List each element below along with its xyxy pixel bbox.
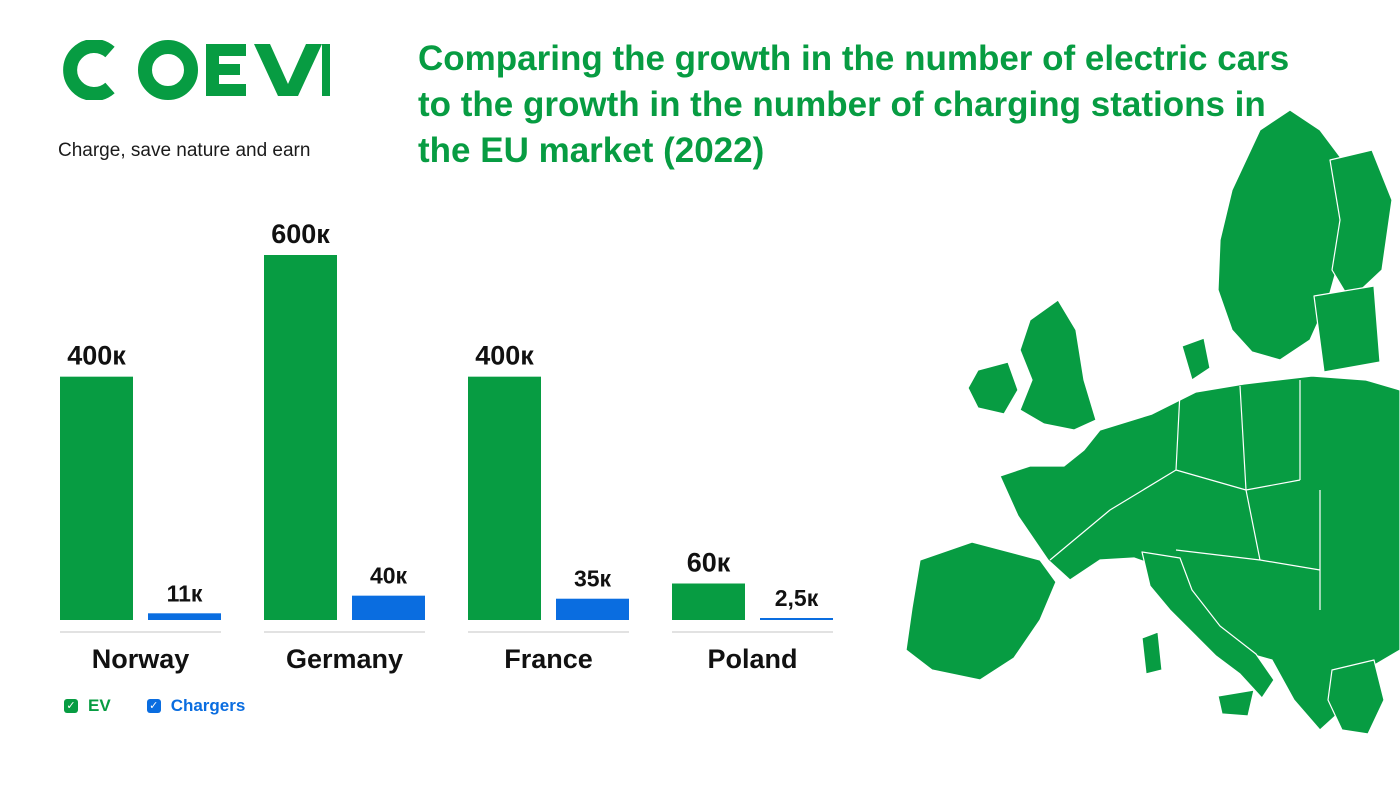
europe-map-icon	[905, 109, 1400, 735]
chart-legend: ✓ EV ✓ Chargers	[64, 696, 245, 716]
data-label-chargers-norway: 11к	[167, 580, 203, 606]
legend-item-chargers[interactable]: ✓ Chargers	[146, 696, 246, 716]
data-label-chargers-germany: 40к	[370, 563, 408, 589]
bar-chargers-germany[interactable]	[352, 595, 425, 620]
category-label-norway: Norway	[92, 644, 190, 674]
bar-ev-norway[interactable]	[60, 376, 133, 620]
brand-tagline: Charge, save nature and earn	[58, 140, 311, 161]
data-label-ev-norway: 400к	[67, 341, 126, 371]
bar-ev-germany[interactable]	[264, 255, 337, 620]
legend-label-chargers: Chargers	[170, 696, 246, 715]
bar-ev-poland[interactable]	[672, 583, 745, 621]
brand-logo: Charge, save nature and earn	[58, 40, 338, 170]
data-label-chargers-france: 35к	[574, 566, 612, 592]
legend-item-ev[interactable]: ✓ EV	[64, 696, 111, 716]
bar-ev-france[interactable]	[468, 376, 541, 620]
legend-label-ev: EV	[88, 696, 111, 715]
data-label-ev-germany: 600к	[271, 219, 330, 249]
data-label-ev-poland: 60к	[687, 548, 731, 578]
chart-title: Comparing the growth in the number of el…	[418, 39, 1290, 170]
category-label-poland: Poland	[707, 644, 797, 674]
category-label-germany: Germany	[286, 644, 403, 674]
data-label-ev-france: 400к	[475, 341, 534, 371]
checkbox-checked-icon[interactable]: ✓	[64, 699, 78, 713]
bar-chargers-france[interactable]	[556, 598, 629, 620]
coev-logo-mark	[63, 40, 330, 100]
data-label-chargers-poland: 2,5к	[775, 585, 819, 611]
bar-chargers-norway[interactable]	[148, 613, 221, 620]
checkbox-checked-icon[interactable]: ✓	[146, 699, 161, 713]
bar-chart: 400к 11к Norway 600к 40к Germany 400к 35к France…	[60, 219, 833, 674]
category-label-france: France	[504, 644, 593, 674]
bar-chargers-poland[interactable]	[760, 618, 833, 620]
